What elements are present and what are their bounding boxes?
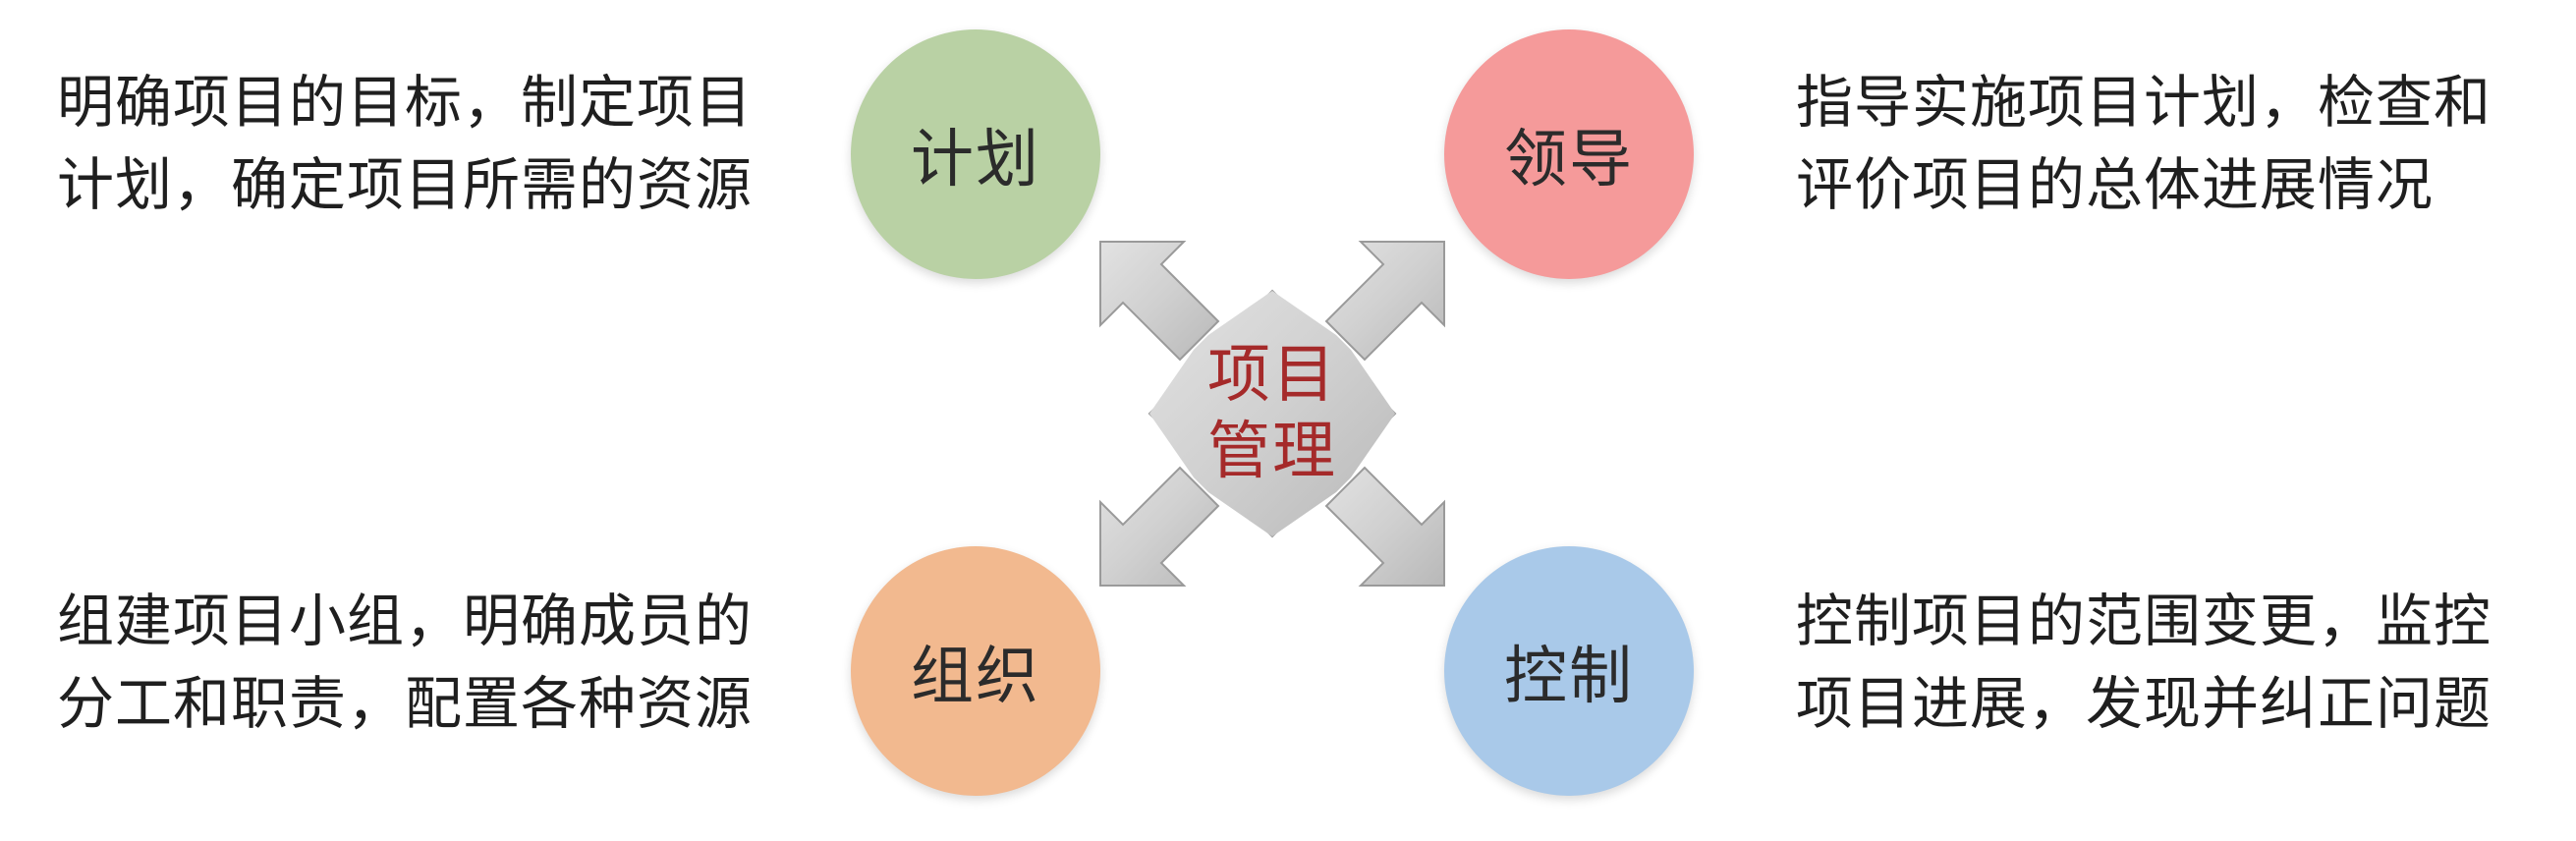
control-description-line-2: 项目进展，发现并纠正问题 — [1796, 670, 2492, 737]
lead-description: 指导实施项目计划，检查和 评价项目的总体进展情况 — [1796, 61, 2492, 226]
lead-description-line-2: 评价项目的总体进展情况 — [1796, 151, 2435, 218]
organize-circle: 组织 — [851, 546, 1100, 796]
arrow-bottom-left — [1099, 466, 1220, 587]
lead-circle-label: 领导 — [1504, 124, 1634, 196]
organize-circle-label: 组织 — [911, 641, 1040, 713]
organize-description: 组建项目小组，明确成员的 分工和职责，配置各种资源 — [57, 580, 753, 745]
center-label: 项目 管理 — [1091, 232, 1454, 595]
plan-description: 明确项目的目标，制定项目 计划，确定项目所需的资源 — [57, 61, 753, 226]
plan-description-line-2: 计划，确定项目所需的资源 — [57, 151, 754, 218]
plan-circle: 计划 — [851, 29, 1100, 279]
organize-description-line-1: 组建项目小组，明确成员的 — [57, 588, 754, 654]
center-label-line-1: 项目 — [1207, 339, 1337, 412]
plan-description-line-1: 明确项目的目标，制定项目 — [57, 69, 754, 136]
plan-circle-label: 计划 — [911, 124, 1040, 196]
arrow-top-left — [1099, 241, 1220, 362]
control-description-line-1: 控制项目的范围变更，监控 — [1796, 588, 2492, 654]
four-way-arrow-icon — [1099, 241, 1445, 587]
arrow-bottom-right — [1324, 466, 1445, 587]
lead-description-line-1: 指导实施项目计划，检查和 — [1796, 69, 2492, 136]
control-description: 控制项目的范围变更，监控 项目进展，发现并纠正问题 — [1796, 580, 2492, 745]
control-circle: 控制 — [1444, 546, 1694, 796]
center-label-line-2: 管理 — [1207, 416, 1337, 488]
arrow-top-right — [1324, 241, 1445, 362]
lead-circle: 领导 — [1444, 29, 1694, 279]
control-circle-label: 控制 — [1504, 641, 1634, 713]
organize-description-line-2: 分工和职责，配置各种资源 — [57, 670, 754, 737]
